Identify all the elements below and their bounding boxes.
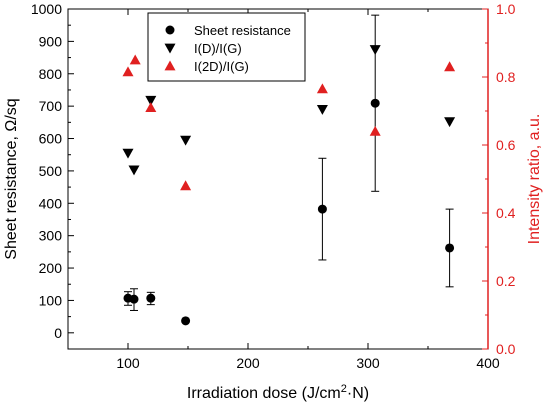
- id-ig-point: [180, 135, 192, 146]
- i2d-ig-point: [444, 61, 456, 72]
- x-axis-title: Irradiation dose (J/cm2·N): [187, 383, 369, 402]
- x-tick-label: 300: [356, 355, 380, 371]
- left-y-axis-title: Sheet resistance, Ω/sq: [3, 98, 20, 259]
- right-y-axis-ticks: 0.0 0.2 0.4 0.6 0.8 1.0: [482, 1, 516, 357]
- left-y-tick-label: 700: [39, 98, 63, 114]
- sheet-resistance-point: [146, 293, 156, 303]
- x-axis-ticks: 100 200 300 400: [67, 9, 500, 371]
- x-tick-label: 400: [476, 355, 500, 371]
- right-y-tick-label: 0.4: [496, 205, 516, 221]
- right-y-tick-label: 0.6: [496, 137, 516, 153]
- i2d-ig-point: [180, 180, 192, 191]
- x-tick-label: 100: [116, 355, 140, 371]
- sheet-resistance-point: [370, 98, 380, 108]
- legend-label-id-ig: I(D)/I(G): [194, 41, 242, 56]
- id-ig-point: [145, 95, 157, 106]
- sheet-resistance-point: [181, 316, 191, 326]
- x-tick-label: 200: [236, 355, 260, 371]
- left-y-tick-label: 900: [39, 33, 63, 49]
- right-y-tick-label: 0.0: [496, 341, 516, 357]
- right-y-tick-label: 1.0: [496, 1, 516, 17]
- left-y-tick-label: 200: [39, 260, 63, 276]
- id-ig-point: [316, 104, 328, 115]
- left-y-tick-label: 300: [39, 228, 63, 244]
- i2d-ig-point: [369, 125, 381, 136]
- i2d-ig-point: [145, 102, 157, 112]
- sheet-resistance-point: [445, 243, 455, 253]
- data-marks: [122, 14, 456, 326]
- left-y-axis-ticks: 0 100 200 300 400 500 600 700 800 900 1000: [31, 1, 74, 350]
- i2d-ig-point: [129, 54, 141, 65]
- sheet-resistance-point: [129, 294, 139, 304]
- right-y-axis-title: Intensity ratio, a.u.: [526, 114, 543, 245]
- legend-label-i2d-ig: I(2D)/I(G): [194, 59, 249, 74]
- left-y-tick-label: 100: [39, 292, 63, 308]
- left-y-tick-label: 0: [54, 325, 62, 341]
- legend-marker-id-ig: [164, 43, 176, 54]
- id-ig-point: [369, 45, 381, 55]
- left-y-tick-label: 500: [39, 163, 63, 179]
- id-ig-point: [444, 117, 456, 128]
- legend-label-sheet-resistance: Sheet resistance: [194, 23, 291, 38]
- legend: Sheet resistance I(D)/I(G) I(2D)/I(G): [147, 12, 306, 82]
- id-ig-point: [122, 148, 134, 159]
- legend-marker-i2d-ig: [164, 60, 176, 71]
- left-y-tick-label: 600: [39, 131, 63, 147]
- id-ig-point: [128, 165, 140, 176]
- right-y-tick-label: 0.8: [496, 69, 516, 85]
- right-y-tick-label: 0.2: [496, 273, 516, 289]
- i2d-ig-point: [122, 66, 134, 77]
- left-y-tick-label: 400: [39, 195, 63, 211]
- sheet-resistance-point: [317, 204, 327, 214]
- i2d-ig-point: [316, 83, 328, 94]
- legend-marker-sheet-resistance: [165, 25, 175, 35]
- left-y-tick-label: 1000: [31, 1, 62, 17]
- left-y-tick-label: 800: [39, 66, 63, 82]
